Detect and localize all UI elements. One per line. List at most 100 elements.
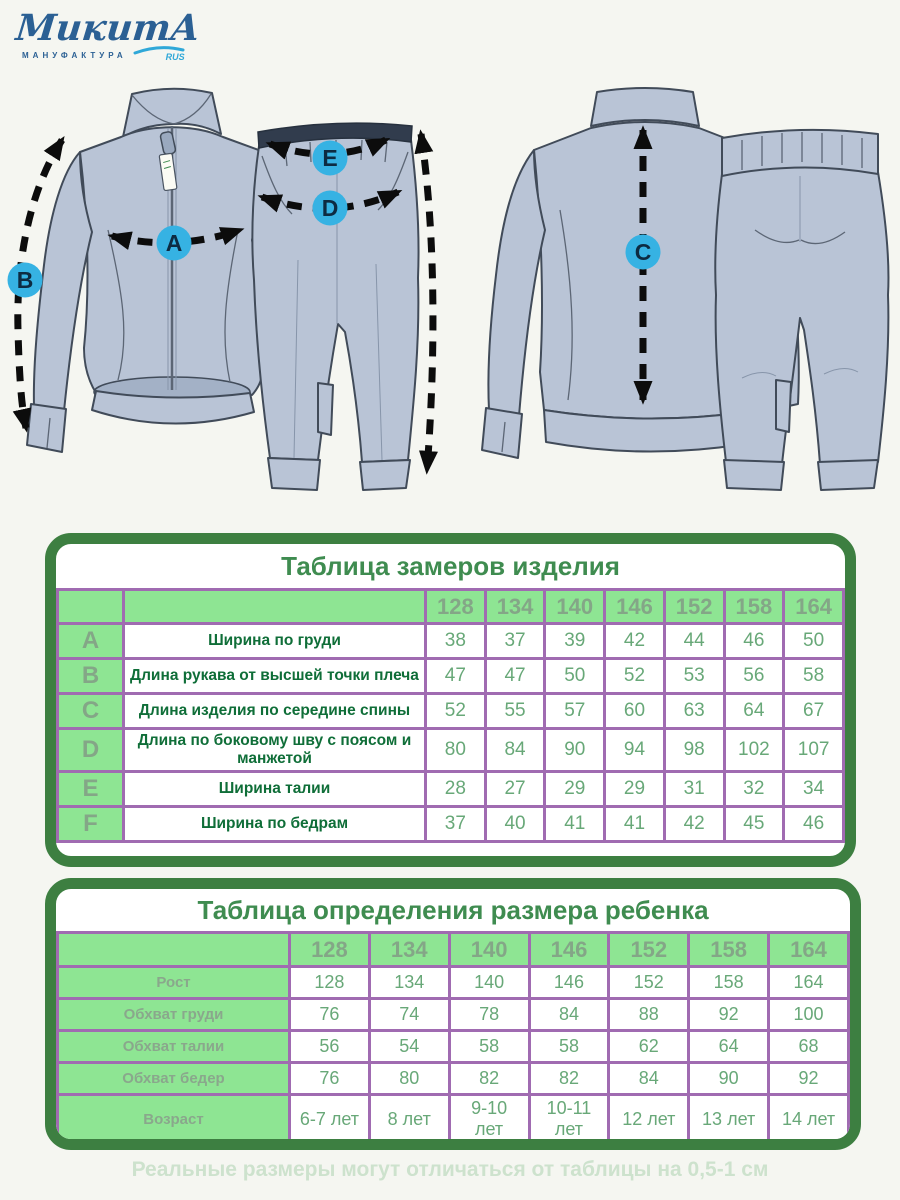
measure-value-cell: 32: [722, 770, 786, 808]
measure-value-cell: 37: [424, 805, 487, 843]
size-row: Обхват талии 56 54 58 58 62 64 68: [56, 1029, 850, 1064]
size-value-cell: 88: [607, 997, 691, 1032]
size-header-cell: 128: [288, 931, 371, 968]
size-value-cell: 8 лет: [367, 1093, 451, 1139]
measurement-row: D Длина по боковому шву с поясом и манжет…: [56, 727, 845, 773]
size-header-row: 128 134 140 146 152 158 164: [56, 588, 845, 625]
size-value-cell: 84: [607, 1061, 691, 1096]
measure-value-cell: 94: [603, 727, 666, 773]
marker-badge-D: D: [312, 190, 348, 226]
size-row: Обхват груди 76 74 78 84 88 92 100: [56, 997, 850, 1032]
measurement-row: B Длина рукава от высшей точки плеча 47 47 5…: [56, 657, 845, 695]
measure-label-cell: Длина изделия по середине спины: [122, 692, 427, 730]
marker-letter: B: [17, 267, 34, 293]
measure-value-cell: 98: [662, 727, 726, 773]
marker-letter: A: [166, 230, 183, 256]
measure-value-cell: 107: [782, 727, 845, 773]
measure-value-cell: 50: [543, 657, 607, 695]
size-value-cell: 84: [527, 997, 611, 1032]
brand-suffix: RUS: [165, 51, 185, 62]
size-header-cell: 164: [767, 931, 850, 968]
size-value-cell: 128: [288, 965, 371, 1000]
size-header-cell: 164: [782, 588, 845, 625]
measure-letter-cell: F: [56, 805, 125, 843]
measure-value-cell: 63: [662, 692, 726, 730]
measure-value-cell: 64: [722, 692, 786, 730]
measurements-table-title: Таблица замеров изделия: [281, 551, 620, 581]
measure-label-cell: Ширина талии: [122, 770, 427, 808]
arrow-side-seam-length: [414, 129, 438, 475]
measurement-row: C Длина изделия по середине спины 52 55 57 60…: [56, 692, 845, 730]
size-value-cell: 92: [767, 1061, 850, 1096]
measurement-row: A Ширина по груди 38 37 39 42 44 46 50: [56, 622, 845, 660]
size-value-cell: 12 лет: [607, 1093, 691, 1139]
measure-label-cell: Длина по боковому шву с поясом и манжето…: [122, 727, 427, 773]
size-value-cell: 82: [527, 1061, 611, 1096]
size-value-cell: 56: [288, 1029, 371, 1064]
size-value-cell: 152: [607, 965, 691, 1000]
front-pants: [251, 122, 420, 491]
measure-value-cell: 52: [603, 657, 666, 695]
size-disclaimer: Реальные размеры могут отличаться от таб…: [131, 1158, 769, 1181]
measure-value-cell: 44: [662, 622, 726, 660]
size-value-cell: 80: [367, 1061, 451, 1096]
size-value-cell: 78: [447, 997, 531, 1032]
swoosh-icon: [133, 45, 185, 55]
size-value-cell: 62: [607, 1029, 691, 1064]
measure-value-cell: 102: [722, 727, 786, 773]
measure-label-cell: Ширина по груди: [122, 622, 427, 660]
measure-value-cell: 41: [603, 805, 666, 843]
size-row: Рост 128 134 140 146 152 158 164: [56, 965, 850, 1000]
measure-value-cell: 29: [543, 770, 607, 808]
measure-value-cell: 53: [662, 657, 726, 695]
header-blank-cell: [56, 931, 291, 968]
measure-value-cell: 40: [483, 805, 547, 843]
measure-value-cell: 58: [782, 657, 845, 695]
size-value-cell: 134: [367, 965, 451, 1000]
brand-swoosh: RUS: [133, 45, 185, 62]
measure-value-cell: 47: [483, 657, 547, 695]
measure-value-cell: 42: [603, 622, 666, 660]
zipper-tag: [158, 152, 178, 192]
measure-value-cell: 46: [722, 622, 786, 660]
tracksuit-measurement-diagram: A B C D E: [7, 87, 890, 491]
measurement-row: F Ширина по бедрам 37 40 41 41 42 45 46: [56, 805, 845, 843]
size-label-cell: Обхват бедер: [56, 1061, 291, 1096]
measure-value-cell: 39: [543, 622, 607, 660]
size-value-cell: 82: [447, 1061, 531, 1096]
size-header-cell: 158: [722, 588, 786, 625]
marker-letter: D: [322, 195, 339, 221]
measure-value-cell: 29: [603, 770, 666, 808]
measure-letter-cell: A: [56, 622, 125, 660]
size-row: Возраст 6-7 лет 8 лет 9-10 лет 10-11 лет 12 л…: [56, 1093, 850, 1139]
marker-badge-A: A: [156, 225, 192, 261]
measure-value-cell: 55: [483, 692, 547, 730]
size-value-cell: 14 лет: [767, 1093, 850, 1139]
size-header-cell: 128: [424, 588, 487, 625]
size-value-cell: 58: [447, 1029, 531, 1064]
measure-value-cell: 57: [543, 692, 607, 730]
size-header-cell: 140: [543, 588, 607, 625]
measure-letter-cell: E: [56, 770, 125, 808]
arrow-sleeve-length-B: [12, 135, 65, 433]
size-label-cell: Обхват талии: [56, 1029, 291, 1064]
measurement-row: E Ширина талии 28 27 29 29 31 32 34: [56, 770, 845, 808]
size-value-cell: 74: [367, 997, 451, 1032]
brand-logo: МикитА МАНУФАКТУРА RUS: [14, 7, 206, 62]
measure-value-cell: 80: [424, 727, 487, 773]
measurements-table-body: 128 134 140 146 152 158 164 A Ширина по груди 38 3…: [56, 588, 845, 843]
size-label-cell: Рост: [56, 965, 291, 1000]
size-header-cell: 140: [447, 931, 531, 968]
measure-value-cell: 42: [662, 805, 726, 843]
measure-value-cell: 37: [483, 622, 547, 660]
size-value-cell: 76: [288, 1061, 371, 1096]
size-header-cell: 158: [687, 931, 771, 968]
marker-letter: E: [322, 145, 337, 171]
measure-letter-cell: B: [56, 657, 125, 695]
size-label-cell: Обхват груди: [56, 997, 291, 1032]
size-value-cell: 54: [367, 1029, 451, 1064]
size-value-cell: 58: [527, 1029, 611, 1064]
measure-value-cell: 27: [483, 770, 547, 808]
measure-value-cell: 34: [782, 770, 845, 808]
marker-letter: C: [635, 239, 652, 265]
